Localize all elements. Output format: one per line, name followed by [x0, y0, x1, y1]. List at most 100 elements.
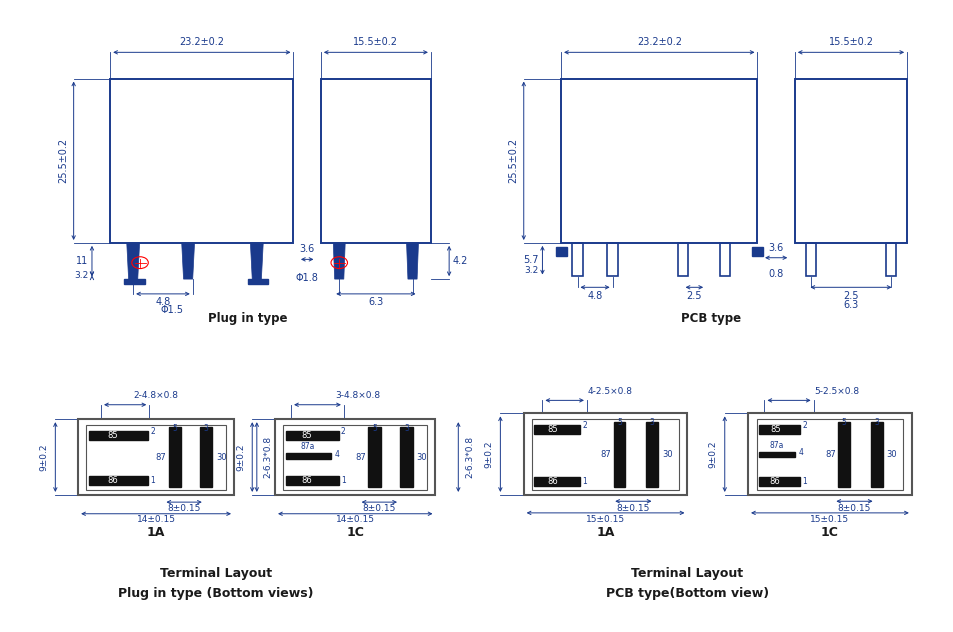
Text: 87a: 87a	[300, 442, 314, 451]
Text: 1C: 1C	[346, 526, 364, 539]
Polygon shape	[250, 243, 263, 279]
Text: 11: 11	[76, 256, 89, 266]
Text: 1: 1	[150, 477, 154, 485]
Bar	[285, 476, 338, 485]
Text: Φ1.5: Φ1.5	[160, 305, 183, 315]
Bar	[838, 422, 849, 487]
Text: 30: 30	[885, 449, 896, 459]
Text: 8±0.15: 8±0.15	[362, 504, 395, 513]
Text: 0.8: 0.8	[768, 269, 783, 279]
Bar	[751, 247, 762, 256]
Text: 87: 87	[155, 453, 166, 461]
Text: 2-6.3*0.8: 2-6.3*0.8	[465, 436, 474, 478]
Text: Terminal Layout: Terminal Layout	[631, 567, 742, 580]
Text: 9±0.2: 9±0.2	[484, 441, 493, 468]
Text: 8±0.15: 8±0.15	[167, 504, 200, 513]
Text: 15±0.15: 15±0.15	[585, 515, 624, 524]
Bar	[111, 78, 294, 243]
Text: 9±0.2: 9±0.2	[39, 443, 49, 471]
Text: 30: 30	[416, 453, 427, 461]
Bar	[532, 418, 679, 490]
Text: 2: 2	[582, 420, 587, 430]
Polygon shape	[333, 243, 345, 279]
Text: 8±0.15: 8±0.15	[616, 504, 649, 513]
Bar	[534, 425, 579, 434]
Bar	[870, 422, 882, 487]
Text: 85: 85	[301, 431, 312, 441]
Text: 4: 4	[798, 449, 802, 458]
Bar	[87, 425, 226, 490]
Text: PCB type: PCB type	[679, 312, 740, 325]
Text: 14±0.15: 14±0.15	[136, 515, 175, 524]
Bar	[805, 243, 816, 276]
Text: 15.5±0.2: 15.5±0.2	[353, 37, 398, 47]
Text: 4: 4	[334, 449, 338, 459]
Text: 87: 87	[600, 449, 611, 459]
Text: Plug in type: Plug in type	[208, 312, 287, 325]
Text: 86: 86	[547, 477, 558, 486]
Text: 2: 2	[801, 420, 806, 430]
Text: 6.3: 6.3	[842, 300, 858, 310]
Bar	[794, 78, 906, 243]
Bar	[560, 78, 757, 243]
Text: 3-4.8×0.8: 3-4.8×0.8	[335, 391, 379, 401]
Bar	[274, 419, 435, 495]
Text: 2: 2	[340, 427, 345, 435]
Bar	[169, 427, 181, 487]
Text: 1C: 1C	[821, 526, 838, 539]
Text: 3: 3	[203, 424, 209, 434]
Bar	[758, 452, 794, 458]
Bar	[758, 477, 799, 486]
Bar	[534, 477, 579, 486]
Bar	[719, 243, 729, 276]
Text: 87: 87	[355, 453, 365, 461]
Bar	[747, 413, 911, 495]
Bar	[758, 425, 799, 434]
Text: 6.3: 6.3	[368, 297, 383, 307]
Text: 3: 3	[873, 418, 879, 427]
Text: Φ1.8: Φ1.8	[295, 272, 318, 283]
Text: 5: 5	[841, 418, 845, 427]
Bar	[677, 243, 687, 276]
Bar	[613, 422, 625, 487]
Bar	[572, 243, 582, 276]
Text: 4.8: 4.8	[155, 297, 171, 307]
Bar	[756, 418, 902, 490]
Polygon shape	[181, 243, 194, 279]
Bar	[607, 243, 617, 276]
Text: 30: 30	[661, 449, 672, 459]
Text: 15±0.15: 15±0.15	[809, 515, 848, 524]
Text: 15.5±0.2: 15.5±0.2	[827, 37, 873, 47]
Text: 4.8: 4.8	[586, 291, 601, 301]
Text: 1A: 1A	[596, 526, 614, 539]
Text: 85: 85	[107, 431, 117, 441]
Text: 2-6.3*0.8: 2-6.3*0.8	[263, 436, 273, 478]
Text: 87a: 87a	[769, 441, 783, 450]
Text: 4.2: 4.2	[453, 256, 468, 266]
Text: 23.2±0.2: 23.2±0.2	[637, 37, 681, 47]
Bar	[199, 427, 213, 487]
Text: 3.2: 3.2	[524, 266, 538, 276]
Bar	[78, 419, 233, 495]
Text: Plug in type (Bottom views): Plug in type (Bottom views)	[118, 587, 313, 600]
Text: 3.6: 3.6	[299, 245, 314, 255]
Text: 5.7: 5.7	[522, 255, 538, 265]
Text: 3: 3	[404, 424, 409, 434]
Bar	[646, 422, 658, 487]
Text: 9±0.2: 9±0.2	[236, 443, 245, 471]
Polygon shape	[127, 243, 139, 279]
Text: 1: 1	[340, 477, 345, 485]
Text: 14±0.15: 14±0.15	[335, 515, 375, 524]
Text: 5-2.5×0.8: 5-2.5×0.8	[814, 387, 859, 396]
Bar	[523, 413, 686, 495]
Text: Terminal Layout: Terminal Layout	[159, 567, 272, 580]
Bar	[555, 247, 566, 256]
Text: 85: 85	[547, 425, 558, 434]
Text: 86: 86	[301, 476, 312, 485]
Bar	[89, 431, 148, 441]
Text: 2-4.8×0.8: 2-4.8×0.8	[133, 391, 178, 401]
Text: 87: 87	[824, 449, 835, 459]
Text: 3: 3	[649, 418, 654, 427]
Text: PCB type(Bottom view): PCB type(Bottom view)	[605, 587, 768, 600]
Text: 25.5±0.2: 25.5±0.2	[508, 138, 517, 183]
